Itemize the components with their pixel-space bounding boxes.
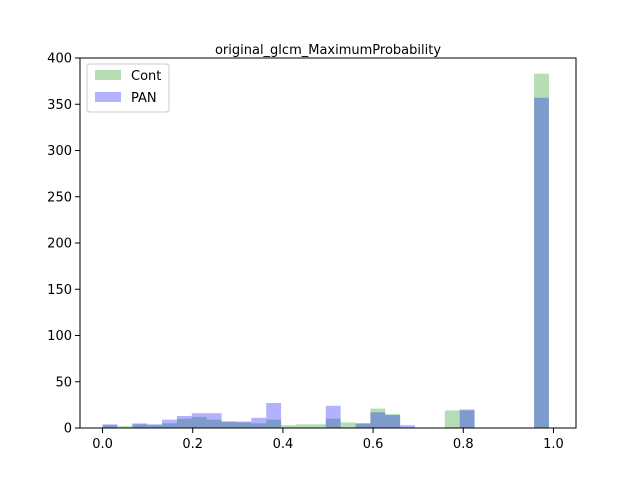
x-axis: 0.0 0.2 0.4 0.6 0.8 1.0	[92, 428, 564, 452]
histogram-bar-cont	[117, 426, 133, 428]
histogram-bar-pan	[102, 424, 118, 428]
histogram-bar-pan	[251, 417, 267, 428]
histogram-bar-pan	[236, 421, 252, 428]
histogram-bar-cont	[176, 418, 192, 428]
histogram-bar-pan	[206, 413, 222, 428]
y-tick-label: 400	[47, 52, 72, 67]
x-tick-label: 0.8	[453, 437, 474, 452]
histogram-bar-pan	[355, 423, 371, 429]
x-tick-label: 0.6	[363, 437, 384, 452]
histogram-bar-cont	[325, 418, 341, 428]
histogram-bar-cont	[266, 419, 282, 428]
legend-label-cont: Cont	[131, 69, 161, 84]
y-tick-label: 350	[47, 98, 72, 113]
legend-swatch-cont	[95, 70, 121, 80]
y-tick-label: 150	[47, 283, 72, 298]
histogram-bar-cont	[534, 73, 549, 428]
histogram-bar-cont	[459, 410, 475, 428]
histogram-bar-cont	[295, 424, 311, 428]
histogram-bar-cont	[191, 416, 207, 428]
histogram-bar-cont	[281, 425, 296, 428]
histogram-bar-cont	[236, 422, 252, 428]
histogram-bar-pan	[459, 409, 475, 428]
histogram-bar-pan	[221, 421, 237, 428]
histogram-bar-cont	[310, 424, 326, 428]
y-tick-label: 200	[47, 237, 72, 252]
histogram-bar-cont	[340, 422, 356, 428]
histogram-bar-pan	[147, 424, 163, 428]
y-tick-label: 0	[64, 422, 72, 437]
y-tick-label: 250	[47, 190, 72, 205]
histogram-bar-cont	[102, 425, 118, 428]
histogram-bar-pan	[191, 413, 207, 428]
histogram-bar-pan	[266, 403, 282, 428]
y-tick-label: 50	[55, 375, 72, 390]
legend-box	[86, 63, 170, 113]
histogram-bar-cont	[251, 423, 267, 429]
histogram-bar-cont	[132, 424, 148, 428]
histogram-bar-cont	[444, 410, 460, 428]
histogram-bar-pan	[400, 425, 416, 428]
y-tick-label: 100	[47, 329, 72, 344]
x-tick-label: 1.0	[543, 437, 564, 452]
histogram-bar-pan	[176, 415, 192, 428]
histogram-bar-pan	[325, 405, 341, 428]
histogram-bar-cont	[162, 423, 177, 429]
histogram-bar-cont	[221, 421, 237, 428]
histogram-bar-cont	[385, 414, 401, 429]
y-tick-label: 300	[47, 144, 72, 159]
histogram-bar-pan	[132, 423, 148, 429]
legend-swatch-pan	[95, 92, 121, 102]
legend-label-pan: PAN	[131, 91, 157, 106]
x-tick-label: 0.4	[273, 437, 294, 452]
histogram-bar-cont	[370, 408, 386, 428]
histogram-bar-cont	[355, 423, 371, 429]
bars-layer	[102, 73, 549, 429]
y-axis: 0 50 100 150 200 250 300 350 400	[47, 52, 80, 437]
legend: Cont PAN	[86, 63, 170, 113]
histogram-bar-pan	[162, 419, 177, 428]
histogram-bar-pan	[370, 412, 386, 428]
x-tick-label: 0.0	[92, 437, 113, 452]
histogram-bar-cont	[147, 425, 163, 428]
x-tick-label: 0.2	[182, 437, 203, 452]
histogram-bar-pan	[385, 415, 401, 428]
histogram-bar-cont	[206, 419, 222, 428]
chart-title: original_glcm_MaximumProbability	[215, 43, 441, 58]
histogram-bar-pan	[534, 97, 549, 428]
